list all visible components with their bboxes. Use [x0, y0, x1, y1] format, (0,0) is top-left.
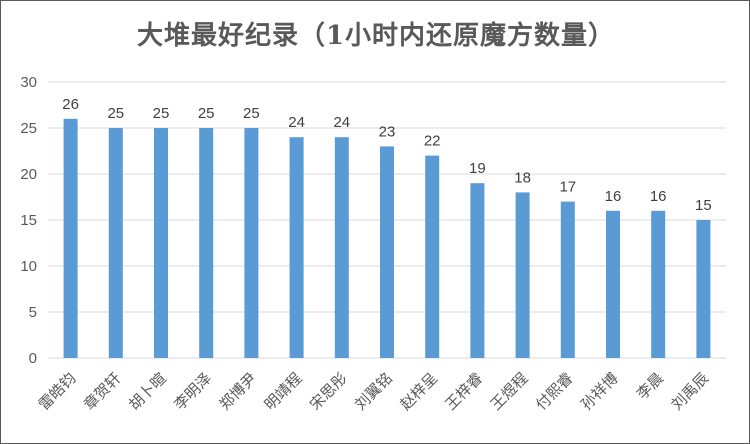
bar	[380, 146, 394, 358]
category-label: 胡卜暄	[125, 369, 170, 414]
category-label: 刘翼铭	[351, 369, 396, 414]
category-label: 刘禹辰	[668, 369, 713, 414]
bar	[154, 128, 168, 358]
category-label: 付熙睿	[532, 369, 577, 414]
bar-value-label: 22	[424, 133, 441, 150]
bar	[515, 192, 530, 358]
bar-value-label: 24	[333, 114, 350, 131]
bar-value-label: 18	[514, 169, 531, 186]
bar-value-label: 15	[695, 197, 712, 214]
bar-value-label: 25	[243, 105, 260, 122]
category-label: 王煜程	[487, 369, 532, 414]
bar	[560, 201, 575, 358]
category-label: 郑博尹	[216, 369, 261, 414]
bar-value-label: 19	[469, 160, 486, 177]
bar-value-label: 25	[198, 105, 215, 122]
bar	[470, 183, 485, 358]
category-label: 雷皓钧	[35, 369, 80, 414]
bar	[425, 155, 440, 358]
bar	[199, 128, 214, 358]
category-label: 李明泽	[170, 369, 215, 414]
chart-title: 大堆最好纪录（1小时内还原魔方数量）	[136, 21, 616, 51]
category-label: 李晨	[633, 369, 667, 403]
y-tick-label: 10	[20, 258, 37, 275]
bar-value-label: 24	[288, 114, 305, 131]
category-label: 王梓睿	[442, 369, 487, 414]
y-tick-label: 5	[29, 304, 37, 321]
bar-value-label: 17	[559, 179, 576, 196]
category-label: 宋思彤	[306, 369, 351, 414]
bar-value-label: 25	[107, 105, 124, 122]
y-tick-label: 25	[20, 120, 37, 137]
bar-value-label: 26	[62, 96, 79, 113]
bar	[651, 210, 666, 358]
category-label: 赵梓呈	[396, 369, 441, 414]
y-tick-label: 0	[29, 350, 37, 367]
bar	[289, 137, 304, 358]
bar	[696, 220, 711, 358]
bar	[244, 128, 259, 358]
bar	[108, 128, 123, 358]
bar	[606, 210, 620, 358]
bar	[334, 137, 349, 358]
bar-value-label: 16	[650, 188, 667, 205]
category-label: 明靖程	[261, 369, 306, 414]
bar	[63, 118, 78, 358]
bar-value-label: 25	[153, 105, 170, 122]
y-tick-label: 15	[20, 212, 37, 229]
category-label: 章贺轩	[80, 369, 125, 414]
bar-value-label: 16	[605, 188, 622, 205]
category-label: 孙祥博	[577, 369, 622, 414]
y-tick-label: 20	[20, 166, 37, 183]
bar-value-label: 23	[379, 123, 396, 140]
y-tick-label: 30	[20, 74, 37, 91]
